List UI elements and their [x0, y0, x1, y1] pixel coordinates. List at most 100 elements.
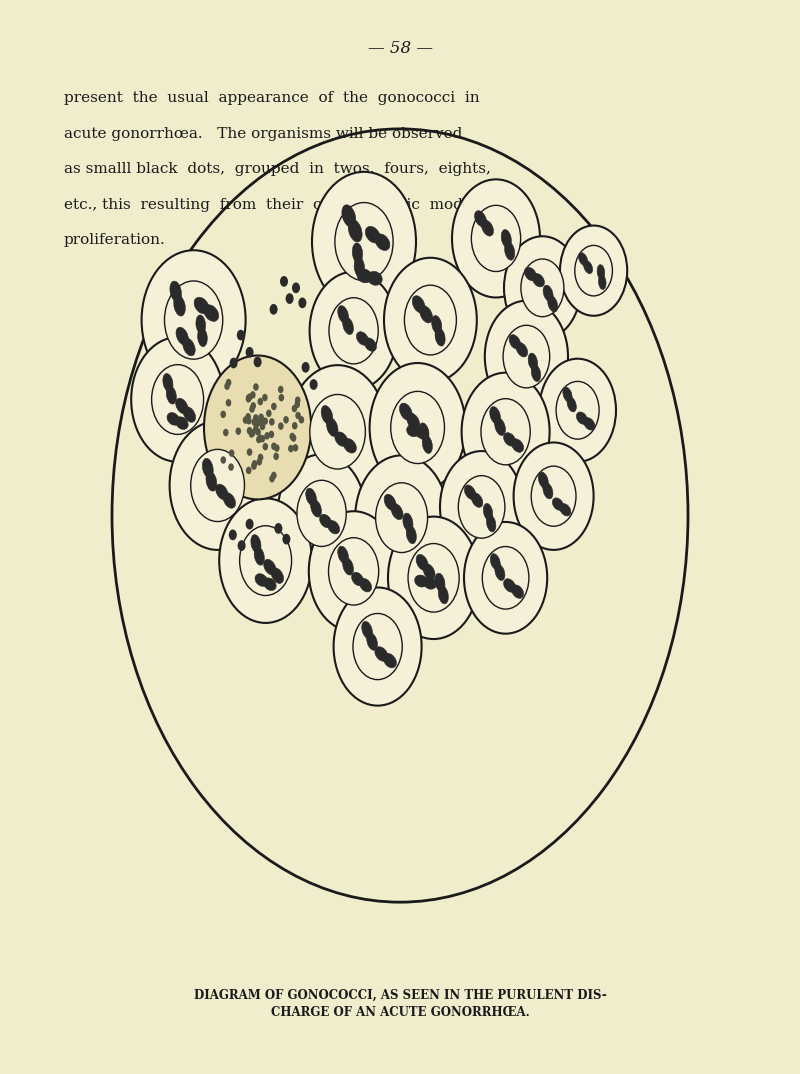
- Ellipse shape: [321, 406, 333, 424]
- Ellipse shape: [419, 423, 429, 441]
- Circle shape: [246, 467, 251, 475]
- Circle shape: [226, 379, 231, 387]
- Ellipse shape: [516, 343, 528, 357]
- Circle shape: [269, 418, 274, 425]
- Ellipse shape: [251, 535, 261, 553]
- Circle shape: [556, 381, 599, 439]
- Circle shape: [258, 413, 264, 421]
- Circle shape: [298, 416, 304, 423]
- Circle shape: [142, 250, 246, 390]
- Ellipse shape: [474, 211, 486, 227]
- Circle shape: [246, 395, 251, 403]
- Ellipse shape: [563, 387, 572, 402]
- Circle shape: [278, 394, 284, 402]
- Ellipse shape: [319, 514, 332, 527]
- Ellipse shape: [495, 564, 505, 581]
- Ellipse shape: [167, 412, 179, 425]
- Ellipse shape: [584, 418, 595, 430]
- Circle shape: [294, 401, 300, 408]
- Text: — 58 —: — 58 —: [367, 40, 433, 57]
- Ellipse shape: [348, 219, 362, 242]
- Text: as smalll black  dots,  grouped  in  twos,  fours,  eights,: as smalll black dots, grouped in twos, f…: [64, 162, 491, 176]
- Ellipse shape: [176, 328, 189, 345]
- Ellipse shape: [543, 285, 553, 302]
- Ellipse shape: [511, 439, 524, 452]
- Ellipse shape: [375, 234, 390, 250]
- Circle shape: [251, 463, 257, 470]
- Ellipse shape: [509, 335, 521, 349]
- Ellipse shape: [356, 332, 369, 345]
- Circle shape: [219, 498, 312, 623]
- Circle shape: [271, 403, 277, 410]
- Circle shape: [298, 297, 306, 308]
- Ellipse shape: [335, 432, 348, 447]
- Circle shape: [292, 282, 300, 293]
- Ellipse shape: [166, 386, 176, 404]
- Ellipse shape: [422, 435, 432, 453]
- Circle shape: [262, 442, 268, 450]
- Circle shape: [112, 129, 688, 902]
- Ellipse shape: [490, 553, 500, 570]
- Ellipse shape: [432, 316, 442, 334]
- Ellipse shape: [423, 564, 435, 580]
- Circle shape: [262, 418, 268, 425]
- Ellipse shape: [223, 493, 235, 508]
- Ellipse shape: [342, 317, 354, 334]
- Ellipse shape: [548, 295, 558, 313]
- Circle shape: [295, 411, 301, 419]
- Ellipse shape: [403, 513, 413, 532]
- Circle shape: [408, 543, 459, 612]
- Ellipse shape: [597, 264, 605, 279]
- Circle shape: [223, 429, 229, 436]
- Circle shape: [170, 421, 266, 550]
- Ellipse shape: [327, 521, 340, 534]
- Circle shape: [271, 471, 277, 479]
- Circle shape: [270, 304, 278, 315]
- Ellipse shape: [483, 504, 493, 520]
- Ellipse shape: [163, 374, 173, 392]
- Circle shape: [246, 519, 254, 529]
- Circle shape: [256, 436, 262, 444]
- Circle shape: [278, 422, 284, 430]
- Ellipse shape: [366, 227, 380, 243]
- Ellipse shape: [532, 274, 545, 287]
- Ellipse shape: [326, 418, 338, 436]
- Ellipse shape: [202, 459, 214, 478]
- Text: CHARGE OF AN ACUTE GONORRHŒA.: CHARGE OF AN ACUTE GONORRHŒA.: [270, 1006, 530, 1019]
- Circle shape: [230, 358, 238, 368]
- Text: present  the  usual  appearance  of  the  gonococci  in: present the usual appearance of the gono…: [64, 91, 480, 105]
- Ellipse shape: [412, 295, 425, 313]
- Circle shape: [560, 226, 627, 316]
- Ellipse shape: [176, 398, 188, 413]
- Circle shape: [246, 413, 251, 421]
- Circle shape: [297, 480, 346, 547]
- Ellipse shape: [310, 499, 322, 517]
- Ellipse shape: [416, 426, 429, 439]
- Circle shape: [237, 330, 245, 340]
- Circle shape: [270, 475, 275, 482]
- Circle shape: [165, 281, 222, 359]
- Circle shape: [280, 276, 288, 287]
- Ellipse shape: [367, 272, 382, 286]
- Ellipse shape: [486, 516, 496, 532]
- Circle shape: [329, 538, 378, 605]
- Text: proliferation.: proliferation.: [64, 233, 166, 247]
- Ellipse shape: [216, 484, 228, 499]
- Ellipse shape: [338, 547, 349, 564]
- Ellipse shape: [338, 306, 349, 323]
- Circle shape: [295, 396, 301, 404]
- Circle shape: [334, 587, 422, 706]
- Text: acute gonorrhœa.   The organisms will be observed: acute gonorrhœa. The organisms will be o…: [64, 127, 462, 141]
- Circle shape: [264, 432, 270, 439]
- Circle shape: [390, 391, 445, 464]
- Ellipse shape: [567, 397, 576, 412]
- Ellipse shape: [176, 417, 188, 430]
- Circle shape: [262, 394, 268, 402]
- Ellipse shape: [494, 418, 506, 435]
- Circle shape: [290, 433, 295, 440]
- Circle shape: [521, 259, 564, 317]
- Text: etc., this  resulting  from  their  characteristic  mode  of: etc., this resulting from their characte…: [64, 198, 496, 212]
- Circle shape: [283, 416, 289, 423]
- Circle shape: [302, 362, 310, 373]
- Circle shape: [250, 430, 255, 437]
